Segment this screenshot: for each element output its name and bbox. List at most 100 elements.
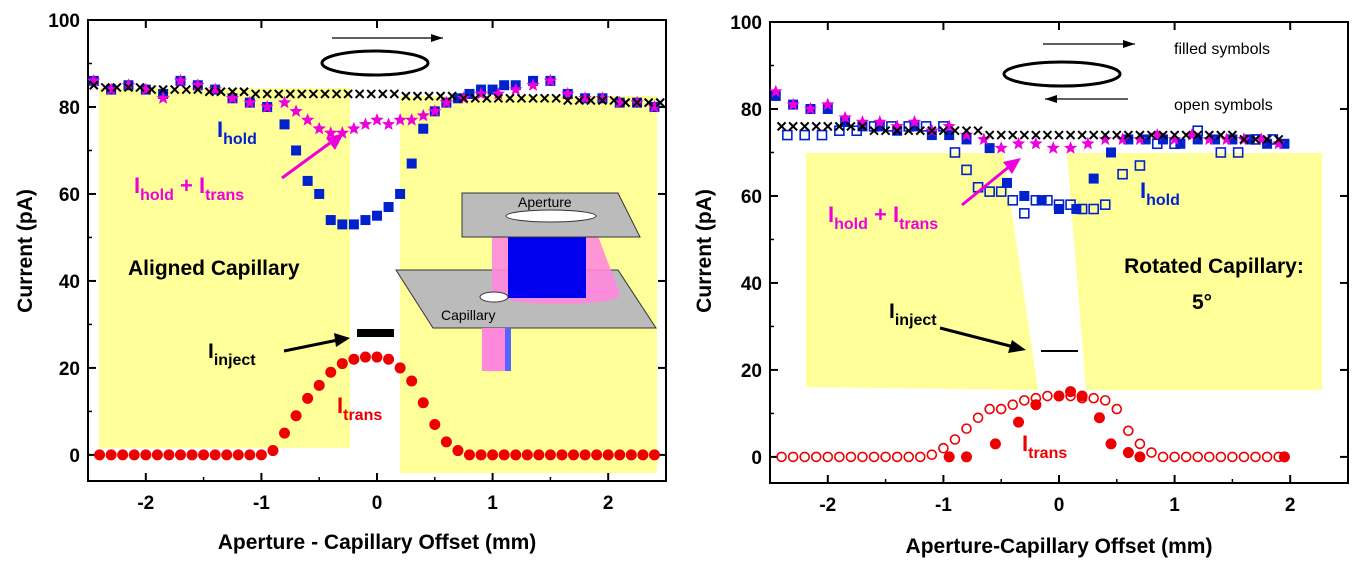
left-point-filled-square — [302, 175, 313, 186]
forward-arrowhead — [1123, 40, 1135, 48]
left-point-filled-square — [464, 88, 475, 99]
right-point-star — [1254, 132, 1268, 146]
left-point-filled-square — [406, 158, 417, 169]
left-point-cross — [516, 93, 527, 103]
right-point-star — [1046, 141, 1060, 154]
right-point-star — [890, 119, 904, 132]
left-y-tick-label: 40 — [59, 272, 80, 293]
right-point-filled-square — [1001, 177, 1012, 188]
left-point-star — [312, 121, 326, 135]
left-point-filled-circle — [475, 449, 487, 461]
left-point-cross — [551, 93, 561, 103]
right-point-star — [1063, 141, 1078, 154]
open-symbols-label: open symbols — [1174, 97, 1273, 114]
left-point-star — [208, 82, 222, 96]
left-point-cross — [112, 82, 122, 93]
left-point-cross — [493, 93, 504, 103]
right-point-filled-square — [1123, 134, 1134, 145]
right-point-open-circle — [799, 451, 810, 463]
left-point-star — [595, 91, 610, 104]
right-point-open-circle — [1053, 390, 1065, 402]
right-point-open-square — [1053, 199, 1065, 210]
left-y-tick-label: 0 — [69, 446, 80, 467]
left-point-filled-circle — [117, 449, 129, 461]
right-point-filled-square — [1036, 195, 1047, 206]
left-point-cross — [482, 93, 492, 103]
rotated-angle-label: 5° — [1192, 291, 1212, 314]
right-point-filled-circle — [961, 451, 973, 463]
right-point-open-circle — [891, 451, 903, 463]
right-point-open-circle — [926, 449, 938, 461]
right-point-open-square — [799, 129, 810, 141]
right-point-open-square — [1042, 195, 1053, 206]
right-y-tick-label: 100 — [730, 13, 762, 34]
left-point-cross — [412, 91, 423, 101]
right-point-open-circle — [776, 451, 787, 463]
right-point-cross — [938, 126, 949, 136]
left-point-filled-circle — [533, 449, 545, 461]
i-inject-label-r: Iinject — [889, 300, 937, 329]
left-point-filled-square — [325, 215, 336, 226]
right-point-star — [1185, 128, 1199, 141]
left-point-filled-circle — [151, 449, 163, 461]
left-point-cross — [632, 97, 642, 108]
right-point-filled-circle — [1093, 412, 1105, 424]
left-point-cross — [89, 80, 99, 90]
left-point-filled-circle — [105, 449, 117, 461]
right-y-axis-label: Current (pA) — [693, 189, 716, 313]
left-point-filled-circle — [429, 418, 441, 430]
i-inject-arrowhead-r — [1008, 340, 1026, 353]
left-point-filled-circle — [209, 449, 221, 461]
right-point-filled-circle — [1105, 438, 1117, 450]
left-point-star — [301, 113, 315, 126]
right-point-star — [838, 110, 852, 124]
right-point-open-circle — [938, 442, 949, 454]
right-point-cross — [788, 121, 798, 132]
aperture-hole — [505, 209, 597, 223]
left-point-star — [439, 95, 453, 109]
left-point-cross — [146, 84, 157, 95]
left-point-star — [613, 95, 627, 109]
left-point-star — [173, 73, 188, 87]
left-point-star — [474, 86, 488, 100]
right-point-open-circle — [1169, 451, 1180, 463]
left-point-star — [156, 91, 170, 104]
right-point-cross — [1042, 130, 1053, 140]
left-point-cross — [227, 87, 238, 97]
right-point-filled-square — [874, 121, 885, 132]
left-x-tick-label: -2 — [137, 493, 154, 514]
right-point-open-circle — [1192, 451, 1204, 463]
right-point-cross — [1077, 130, 1087, 140]
right-point-cross — [1227, 130, 1238, 140]
inject-bar — [357, 329, 394, 337]
left-y-tick-label: 20 — [59, 359, 80, 380]
right-point-filled-square — [909, 121, 920, 132]
right-point-cross — [950, 126, 960, 136]
left-point-cross — [285, 89, 296, 99]
left-point-filled-circle — [406, 375, 418, 387]
right-point-filled-square — [1262, 138, 1273, 149]
right-point-open-square — [816, 129, 828, 141]
right-point-filled-square — [1019, 190, 1030, 201]
right-point-cross — [880, 126, 891, 136]
left-point-cross — [563, 95, 573, 106]
left-point-filled-circle — [267, 445, 279, 457]
left-point-star — [509, 82, 523, 96]
right-point-filled-square — [1071, 204, 1082, 215]
right-point-filled-square — [770, 90, 781, 101]
right-point-open-circle — [1065, 390, 1076, 402]
right-point-filled-square — [1140, 134, 1151, 145]
left-x-tick-label: 1 — [487, 493, 498, 514]
left-point-star — [543, 73, 558, 87]
left-point-filled-circle — [232, 449, 244, 461]
right-point-cross — [1112, 130, 1122, 140]
left-point-cross — [378, 89, 388, 99]
right-point-cross — [1193, 130, 1203, 140]
right-point-star — [1220, 132, 1234, 146]
left-point-cross — [447, 91, 457, 101]
left-point-cross — [470, 93, 480, 103]
left-point-filled-circle — [290, 410, 302, 422]
right-point-star — [873, 115, 887, 128]
